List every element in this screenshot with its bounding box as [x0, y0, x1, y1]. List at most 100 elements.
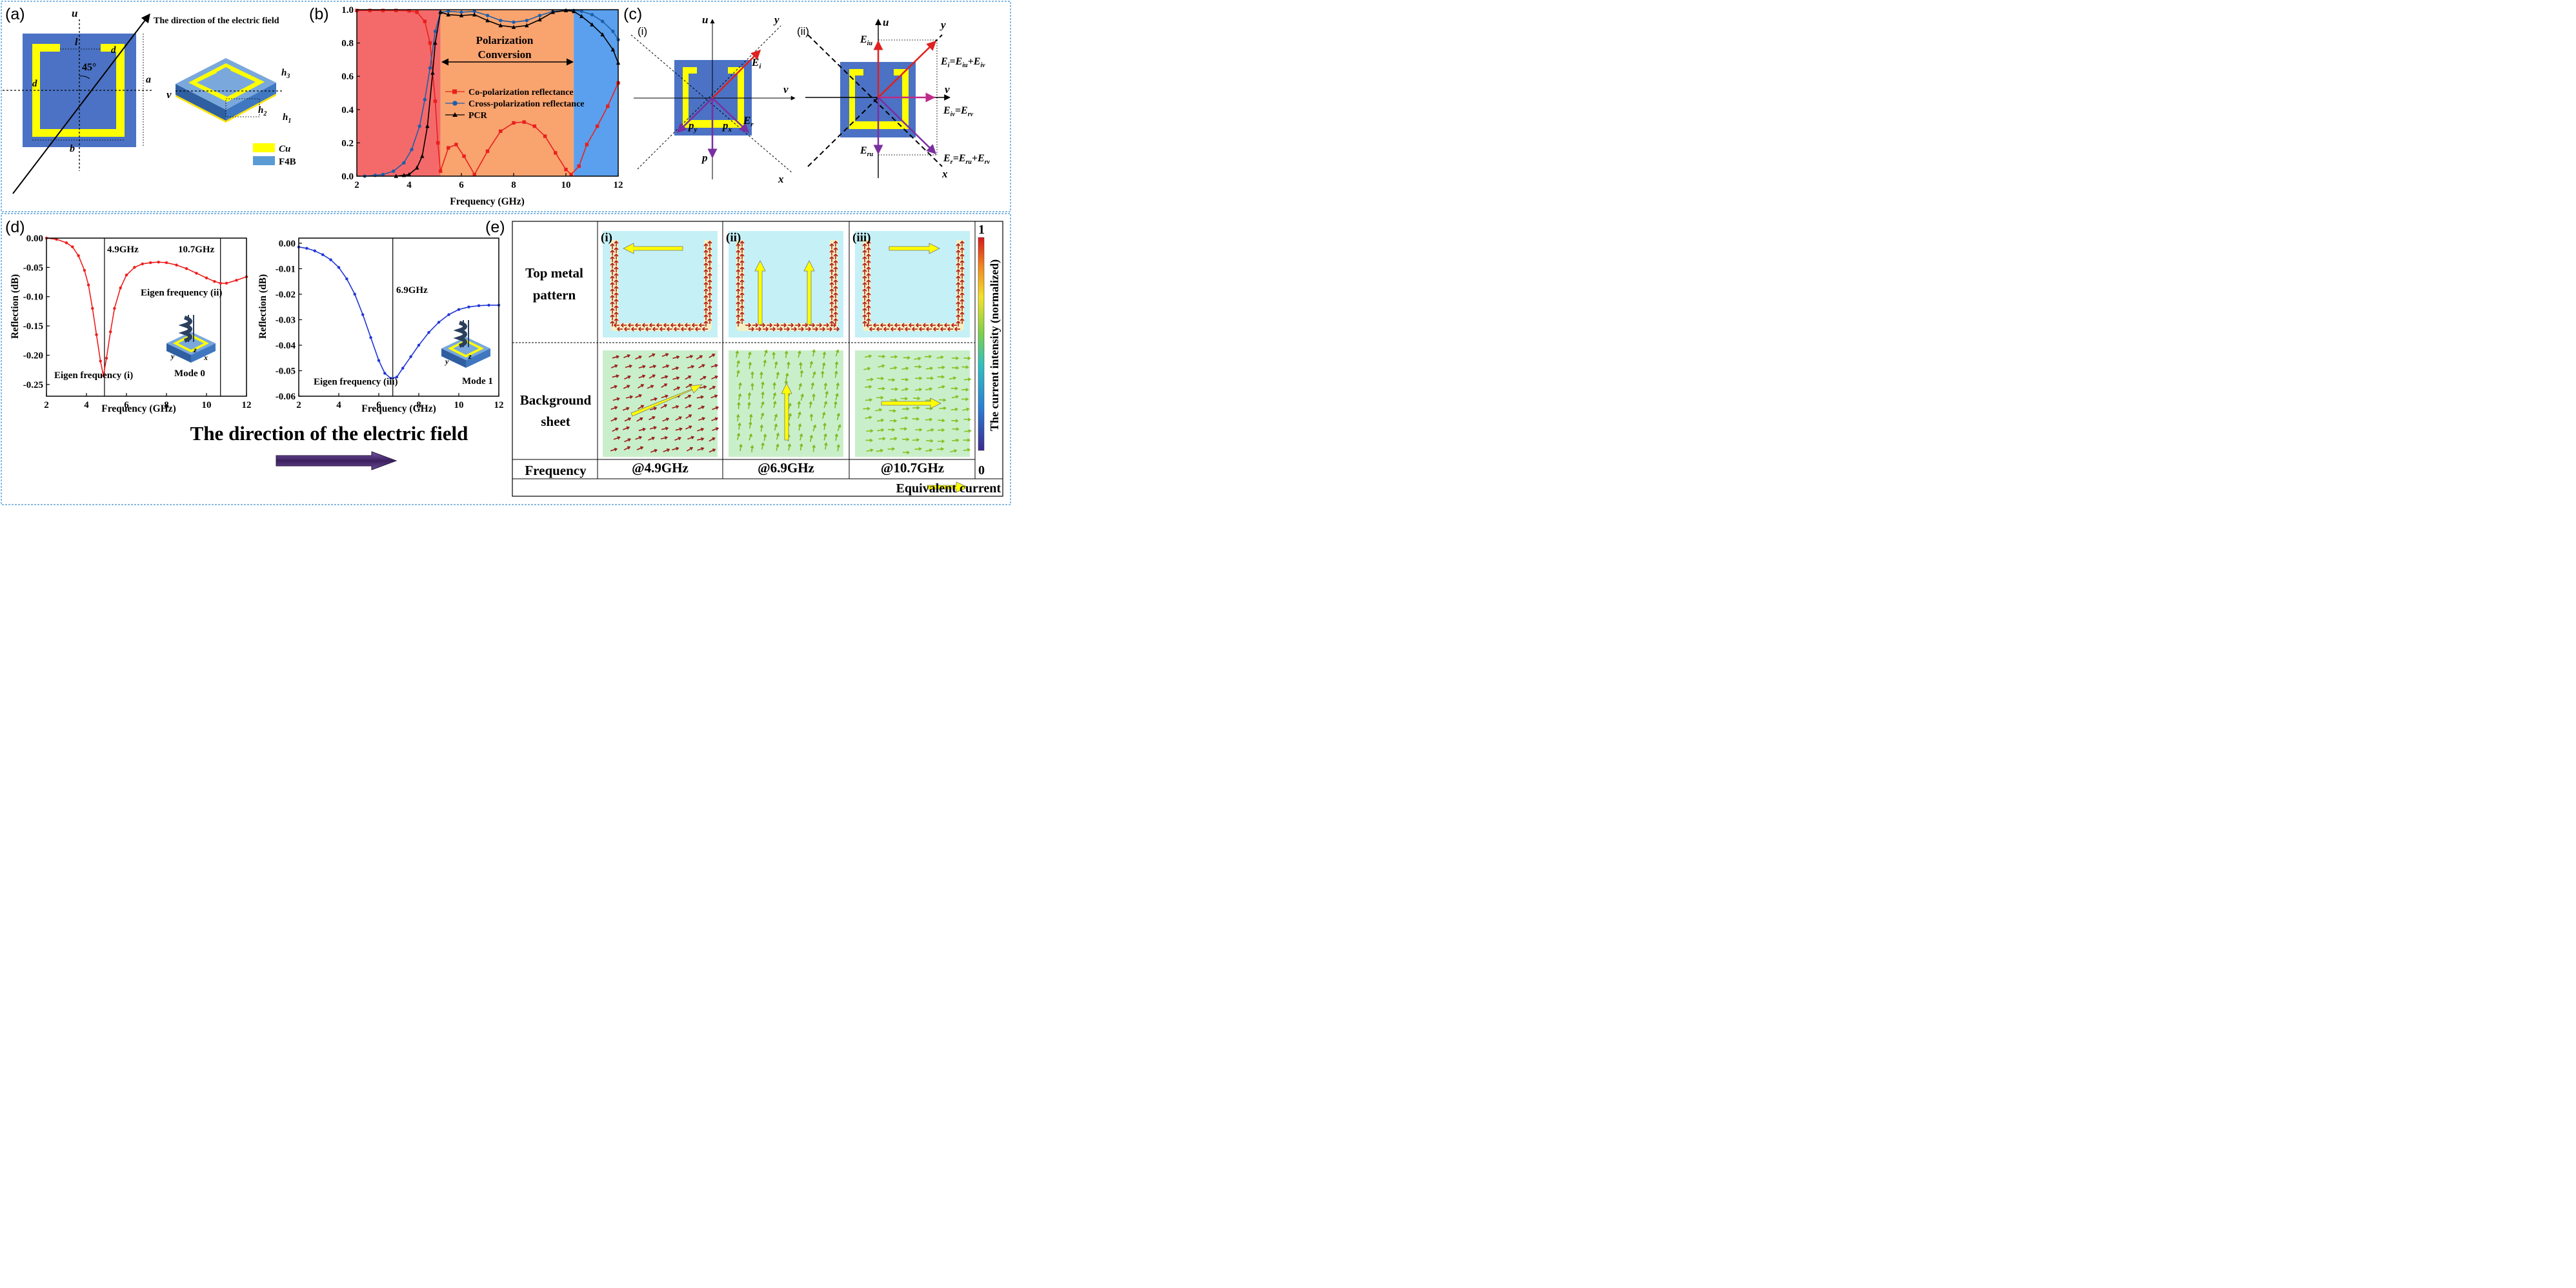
e-bg-current-arrow — [639, 417, 643, 421]
e-ring-current-arrow — [772, 327, 776, 332]
legend-f4b-label: F4B — [279, 157, 296, 167]
panel-b-label: (b) — [309, 5, 329, 23]
e-bg-current-arrow — [941, 375, 945, 379]
e-bg-current-arrow — [954, 448, 958, 453]
e-bg-current-arrow — [938, 367, 945, 368]
e-bg-current-arrow — [690, 436, 695, 439]
d-left-ytick-label: -0.25 — [23, 380, 43, 390]
e-ring-current-arrow — [707, 259, 712, 263]
d-left-xtick-label: 4 — [84, 400, 89, 410]
field-direction-line — [12, 13, 150, 194]
b-xtick-label: 12 — [614, 180, 623, 190]
e-ring-current-arrow — [829, 275, 834, 279]
e-bg-current-arrow — [901, 378, 909, 381]
e-ring-current-arrow — [887, 323, 891, 328]
plot-b-xlabel: Frequency (GHz) — [450, 196, 525, 207]
e-ring-current-arrow — [829, 294, 834, 298]
e-bg-current-arrow — [880, 418, 885, 423]
e-ring-current-arrow — [645, 327, 649, 332]
panel-c-label: (c) — [623, 5, 642, 23]
e-bg-current-arrow — [615, 427, 619, 431]
e-ring-current-arrow — [829, 243, 834, 247]
e-bg-current-arrow — [624, 376, 630, 380]
e-bg-current-arrow — [638, 394, 643, 397]
e-bg-current-arrow — [750, 414, 752, 421]
e-ring-current-arrow — [787, 327, 790, 332]
e-bg-current-arrow — [876, 450, 883, 452]
e-ring-current-arrow — [623, 327, 627, 332]
e-ring-current-arrow — [956, 288, 961, 292]
e-ring-current-arrow — [866, 272, 871, 276]
e-bg-current-arrow — [773, 383, 776, 390]
b-series-0-point — [499, 129, 503, 134]
e-bg-current-arrow — [925, 388, 932, 391]
ring-iii — [863, 240, 964, 331]
e-bg-current-arrow — [629, 364, 633, 368]
e-bg-current-arrow — [892, 428, 896, 432]
e-bg-current-arrow — [967, 418, 971, 421]
e-bg-current-arrow — [940, 447, 945, 451]
e-bg-current-arrow — [763, 359, 767, 363]
e-ring-current-arrow — [833, 279, 838, 283]
e-ring-current-arrow — [614, 305, 619, 308]
e-bg-current-arrow — [941, 385, 945, 389]
e-bg-current-arrow — [686, 447, 693, 452]
e-bg-current-arrow — [785, 372, 789, 377]
b-ytick-label: 0.4 — [341, 105, 354, 116]
e-ring-current-arrow — [736, 249, 741, 253]
e-bg-current-arrow — [701, 405, 705, 409]
e-ring-current-arrow — [829, 268, 834, 272]
e-bg-current-arrow — [870, 448, 874, 452]
e-bg-current-arrow — [798, 383, 803, 387]
e-bg-current-arrow — [660, 404, 667, 409]
e-bg-current-arrow — [639, 446, 644, 450]
e-bg-current-arrow — [701, 437, 705, 441]
d-right-mode: Mode 1 — [462, 376, 493, 387]
e-bg-current-arrow — [772, 393, 776, 400]
e-bg-current-arrow — [809, 435, 812, 442]
e-bg-current-arrow — [954, 387, 959, 390]
e-freq-1: @4.9GHz — [632, 460, 689, 476]
e-bg-current-arrow — [748, 361, 752, 365]
ring-ii — [736, 240, 838, 331]
e-ring-current-arrow — [960, 240, 965, 244]
e-bg-current-arrow — [889, 410, 896, 412]
b-series-1-point — [601, 19, 605, 23]
e-bg-current-arrow — [736, 351, 738, 358]
e-bg-current-arrow — [836, 383, 839, 390]
e-bg-current-arrow — [965, 388, 969, 392]
plot-b-legend: Co-polarization reflectance Cross-polari… — [445, 88, 585, 121]
e-bg-current-arrow — [661, 383, 667, 388]
e-bg-current-arrow — [784, 350, 789, 354]
e-bg-current-arrow — [865, 355, 872, 358]
e-bg-current-arrow — [774, 414, 778, 421]
d-left-series-point — [205, 276, 208, 279]
e-bg-current-arrow — [627, 438, 632, 442]
e-bg-current-arrow — [685, 414, 692, 419]
e-bg-current-arrow — [774, 361, 778, 369]
e-ring-current-arrow — [680, 327, 684, 332]
e-bg-current-arrow — [870, 377, 874, 381]
panel-e: (e) Top metal pattern Background sheet F… — [485, 218, 1003, 497]
b-series-2-point — [579, 14, 584, 19]
e-ring-current-arrow — [694, 327, 698, 332]
e-ring-current-arrow — [833, 311, 838, 315]
e-bg-current-arrow — [880, 396, 884, 399]
e-ring-current-arrow — [960, 272, 965, 276]
e-bg-current-arrow — [690, 365, 695, 369]
e-bg-current-arrow — [660, 437, 667, 439]
e-bg-current-arrow — [648, 437, 655, 441]
e-bg-current-arrow — [629, 395, 634, 399]
e-bg-current-arrow — [699, 376, 706, 381]
e-ring-current-arrow — [960, 259, 965, 263]
e-bg-current-arrow — [773, 401, 776, 408]
e-col-iii: (iii) — [852, 231, 871, 245]
b-series-1-point — [447, 9, 450, 14]
e-bg-current-arrow — [616, 374, 619, 378]
b-series-2-point — [590, 22, 594, 26]
b-series-0-point — [454, 143, 458, 146]
e-bg-current-arrow — [870, 428, 874, 433]
e-bg-current-arrow — [748, 352, 751, 359]
e-bg-current-arrow — [919, 376, 923, 381]
e-ring-current-arrow — [614, 317, 619, 321]
